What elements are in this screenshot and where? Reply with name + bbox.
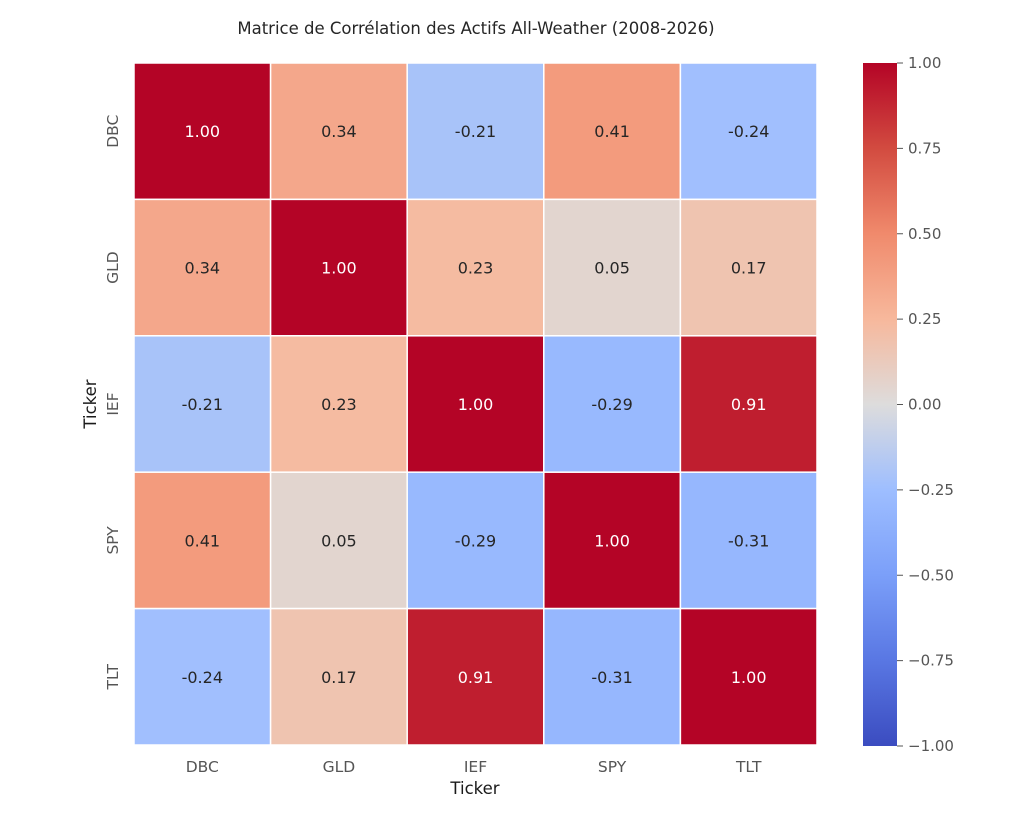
- heatmap-cell: [543, 471, 682, 610]
- colorbar-tick-label: 0.75: [908, 139, 941, 157]
- y-tick-label: DBC: [104, 115, 122, 148]
- cell-value-label: 1.00: [321, 259, 357, 278]
- heatmap-cell: [269, 607, 408, 746]
- cell-value-label: 1.00: [594, 531, 630, 550]
- y-tick-labels: DBC GLD IEF SPY TLT: [104, 115, 122, 691]
- cell-value-label: -0.21: [455, 122, 496, 141]
- heatmap-cell: [406, 62, 545, 201]
- heatmap-cell: [679, 335, 818, 473]
- cell-value-label: 0.34: [321, 122, 357, 141]
- heatmap-cells: 1.00 0.34 -0.21 0.41 -0.24 0.34 1.00 0.23 0.05 0.…: [133, 62, 818, 746]
- cell-value-label: 1.00: [731, 668, 767, 687]
- colorbar-tick-label: 0.50: [908, 225, 941, 243]
- cell-value-label: 0.23: [321, 395, 357, 414]
- colorbar-tick-label: −1.00: [908, 737, 954, 755]
- y-tick-label: TLT: [104, 664, 122, 691]
- heatmap-cell: [269, 335, 408, 473]
- cell-value-label: 1.00: [184, 122, 220, 141]
- cell-value-label: 0.91: [458, 668, 494, 687]
- cell-value-label: 0.05: [594, 259, 630, 278]
- colorbar-gradient: [863, 63, 897, 746]
- x-tick-label: DBC: [186, 758, 219, 776]
- cell-value-label: 0.91: [731, 395, 767, 414]
- cell-value-label: 0.41: [184, 531, 220, 550]
- cell-value-label: -0.31: [591, 668, 632, 687]
- x-tick-label: IEF: [464, 758, 487, 776]
- heatmap-cell: [406, 335, 545, 473]
- x-tick-label: GLD: [323, 758, 356, 776]
- colorbar-tick-label: 0.25: [908, 310, 941, 328]
- cell-value-label: 0.17: [321, 668, 357, 687]
- colorbar-tick-label: −0.25: [908, 481, 954, 499]
- heatmap-cell: [269, 62, 408, 201]
- cell-value-label: -0.29: [591, 395, 632, 414]
- heatmap-cell: [679, 607, 818, 746]
- heatmap-cell: [133, 471, 272, 610]
- cell-value-label: -0.24: [728, 122, 769, 141]
- y-tick-label: IEF: [104, 392, 122, 415]
- y-tick-label: SPY: [104, 526, 122, 555]
- heatmap-cell: [133, 62, 272, 201]
- cell-value-label: -0.21: [182, 395, 223, 414]
- cell-value-label: 0.34: [184, 259, 220, 278]
- cell-value-label: -0.29: [455, 531, 496, 550]
- heatmap-cell: [679, 62, 818, 201]
- y-tick-label: GLD: [104, 251, 122, 284]
- cell-value-label: 0.23: [458, 259, 494, 278]
- heatmap-cell: [406, 607, 545, 746]
- heatmap-cell: [133, 198, 272, 337]
- heatmap-cell: [679, 198, 818, 337]
- cell-value-label: -0.31: [728, 531, 769, 550]
- cell-value-label: -0.24: [182, 668, 223, 687]
- colorbar-tick-label: 1.00: [908, 54, 941, 72]
- x-tick-labels: DBC GLD IEF SPY TLT: [186, 758, 762, 776]
- x-tick-label: SPY: [598, 758, 627, 776]
- heatmap-cell: [406, 198, 545, 337]
- colorbar-tick-label: 0.00: [908, 396, 941, 414]
- heatmap-cell: [679, 471, 818, 610]
- x-tick-label: TLT: [735, 758, 762, 776]
- colorbar: 1.00 0.75 0.50 0.25 0.00 −0.25 −0.50 −0.75 −1.00: [863, 54, 954, 755]
- cell-value-label: 0.41: [594, 122, 630, 141]
- chart-title: Matrice de Corrélation des Actifs All-We…: [237, 19, 714, 38]
- heatmap-cell: [543, 335, 682, 473]
- heatmap-cell: [133, 607, 272, 746]
- cell-value-label: 0.05: [321, 531, 357, 550]
- y-axis-label: Ticker: [81, 379, 100, 429]
- cell-value-label: 0.17: [731, 259, 767, 278]
- heatmap-cell: [406, 471, 545, 610]
- heatmap-cell: [543, 62, 682, 201]
- heatmap-cell: [269, 471, 408, 610]
- colorbar-tick-label: −0.50: [908, 566, 954, 584]
- x-axis-label: Ticker: [449, 779, 499, 798]
- colorbar-tick-label: −0.75: [908, 652, 954, 670]
- cell-value-label: 1.00: [458, 395, 494, 414]
